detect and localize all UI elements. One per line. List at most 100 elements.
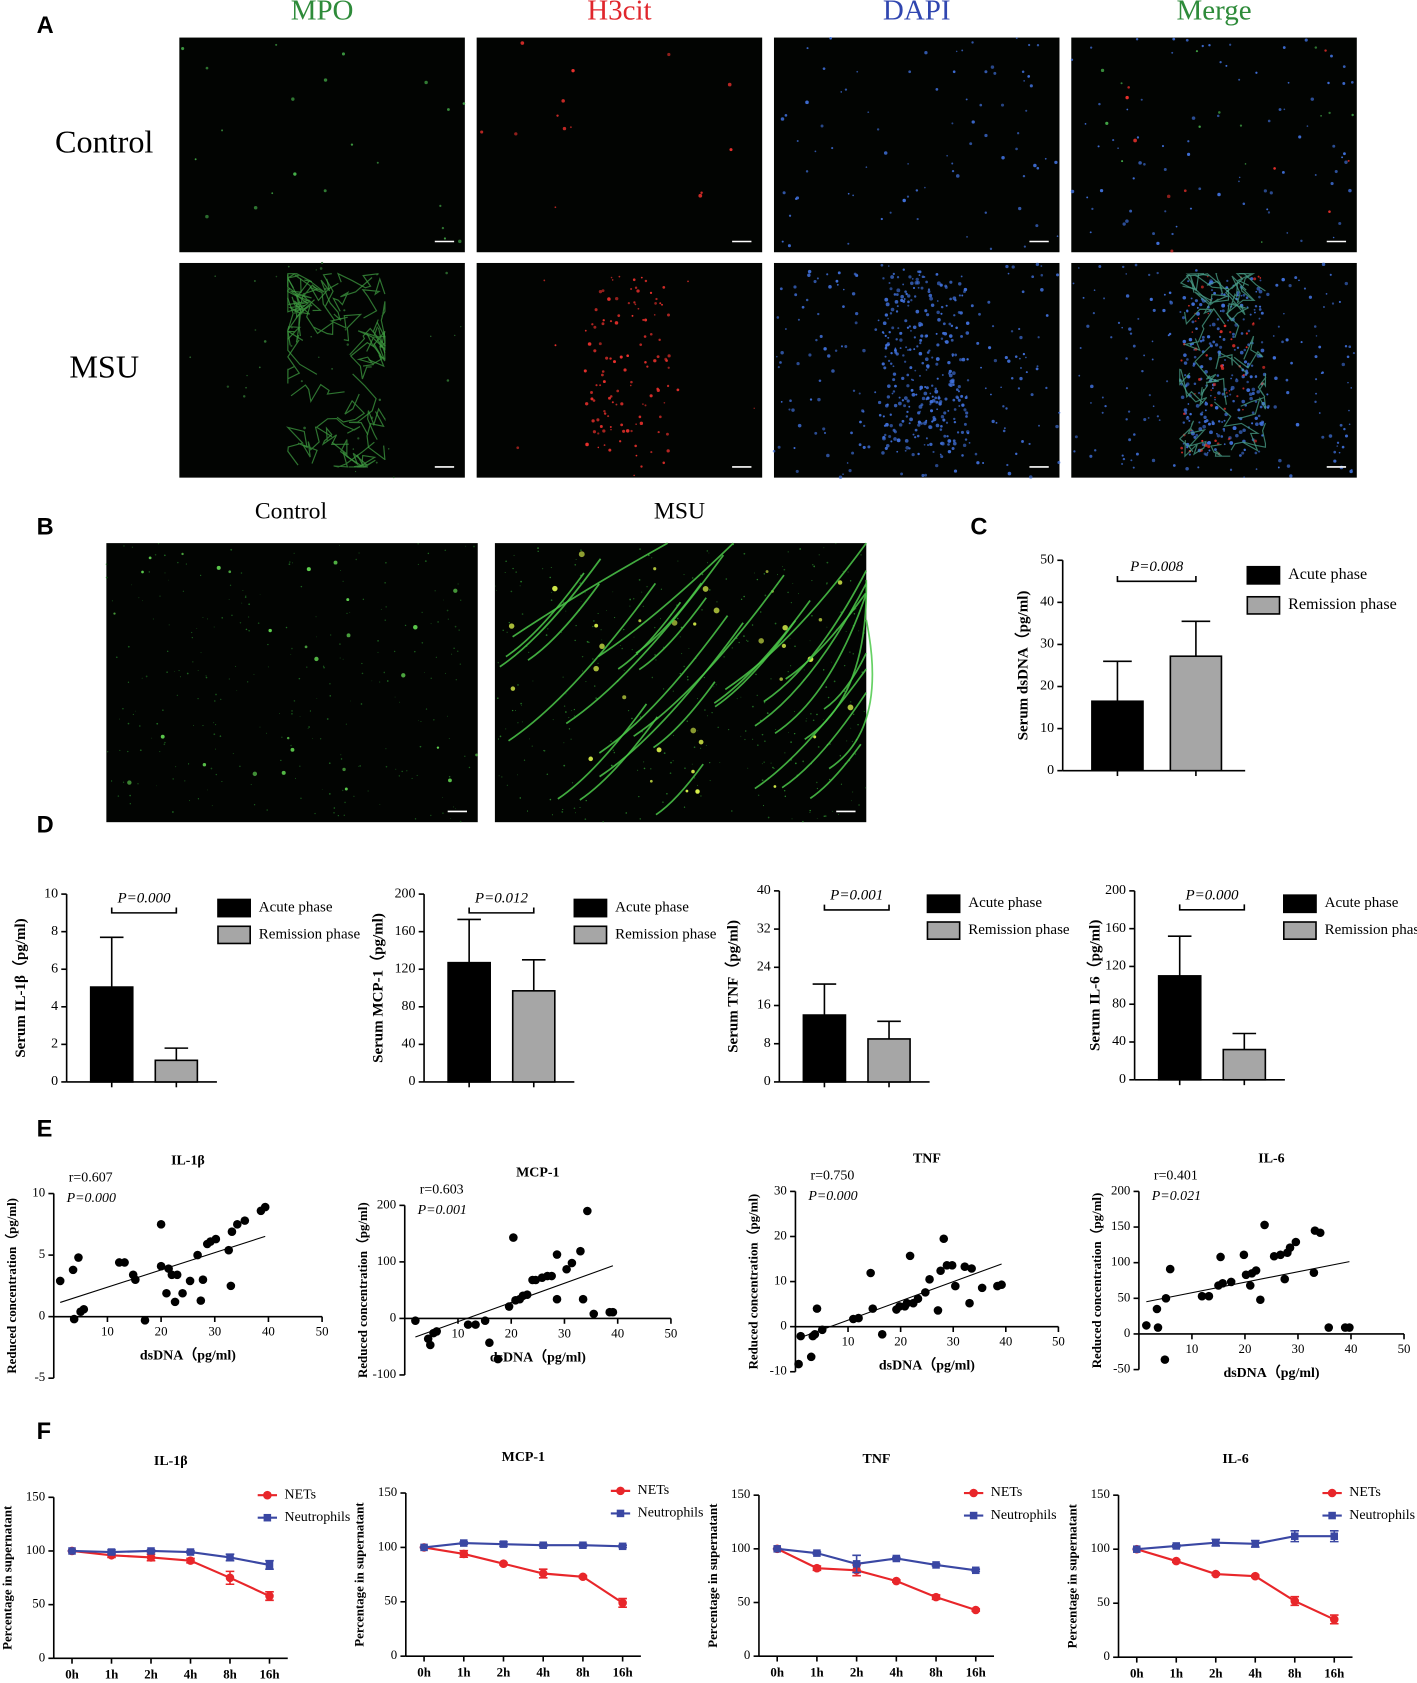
cell-dot xyxy=(951,353,955,356)
cell-dot xyxy=(1350,468,1353,471)
cell-dot xyxy=(505,560,507,562)
cell-dot xyxy=(1021,440,1024,443)
cell-dot xyxy=(838,475,843,480)
cell-dot xyxy=(1351,113,1354,117)
cell-dot xyxy=(1223,430,1225,432)
scatter-point xyxy=(224,1245,234,1255)
y-tick-label: 0 xyxy=(39,1650,45,1664)
cell-dot xyxy=(574,639,576,642)
cell-dot xyxy=(1288,284,1292,288)
legend-label: Acute phase xyxy=(1288,566,1367,583)
cell-dot xyxy=(662,801,664,803)
cell-dot xyxy=(496,697,499,700)
cell-dot xyxy=(435,656,437,658)
cell-dot xyxy=(662,461,666,465)
scatter-point xyxy=(196,1296,206,1305)
marker xyxy=(892,1576,901,1586)
cell-dot xyxy=(885,302,890,307)
cell-dot xyxy=(761,763,763,765)
cell-dot xyxy=(834,349,838,353)
cell-dot xyxy=(355,558,357,561)
cell-dot xyxy=(287,265,290,268)
cell-dot xyxy=(1240,332,1244,335)
cell-dot xyxy=(498,775,500,777)
y-tick-label: 100 xyxy=(378,1539,397,1553)
cell-dot xyxy=(926,351,930,354)
cell-dot xyxy=(812,564,814,566)
cell-dot xyxy=(921,361,925,365)
cell-dot xyxy=(1033,163,1037,168)
cell-dot xyxy=(964,438,968,441)
cell-dot xyxy=(1094,449,1097,452)
cell-dot xyxy=(329,695,332,697)
cell-dot xyxy=(578,551,585,558)
cell-dot xyxy=(1172,464,1176,467)
cell-dot xyxy=(454,625,457,628)
marker xyxy=(1291,1532,1299,1540)
cell-dot xyxy=(851,740,853,743)
cell-dot xyxy=(361,662,363,665)
cell-dot xyxy=(291,710,293,712)
cell-dot xyxy=(808,353,812,357)
cell-dot xyxy=(1350,387,1352,389)
cell-dot xyxy=(755,673,757,676)
cell-dot xyxy=(526,810,529,812)
cell-dot xyxy=(1314,46,1318,49)
x-tick-label: 2h xyxy=(1209,1666,1223,1680)
cell-dot xyxy=(417,543,419,545)
cell-dot xyxy=(141,570,144,574)
cell-dot xyxy=(966,431,970,435)
cell-dot xyxy=(1201,411,1204,414)
cell-dot xyxy=(1201,439,1204,443)
series-line xyxy=(1136,1535,1335,1551)
x-tick-label: 20 xyxy=(1239,1342,1252,1356)
cell-dot xyxy=(847,704,854,711)
cell-dot xyxy=(257,622,260,624)
cell-dot xyxy=(788,408,791,411)
cell-dot xyxy=(565,610,567,612)
cell-dot xyxy=(138,725,141,727)
legend-swatch xyxy=(217,925,251,945)
scatter-point xyxy=(1165,1264,1175,1274)
cell-dot xyxy=(591,419,595,423)
y-tick-label: 0 xyxy=(39,1309,45,1323)
panel-letter: A xyxy=(37,13,54,39)
cell-dot xyxy=(627,710,630,712)
cell-dot xyxy=(154,553,157,556)
cell-dot xyxy=(925,386,929,390)
legend-swatch xyxy=(926,921,961,940)
cell-dot xyxy=(1344,281,1349,286)
cell-dot xyxy=(887,359,891,362)
cell-dot xyxy=(1238,176,1241,179)
cell-dot xyxy=(1138,161,1142,165)
cell-dot xyxy=(200,574,202,577)
cell-dot xyxy=(393,650,396,653)
legend-label: Remission phase xyxy=(259,926,361,942)
net-strand xyxy=(287,297,322,313)
cell-dot xyxy=(1237,408,1241,412)
cell-dot xyxy=(953,469,958,473)
cell-dot xyxy=(281,770,286,775)
trend-line xyxy=(1146,1261,1350,1303)
cell-dot xyxy=(215,693,217,696)
cell-dot xyxy=(907,294,911,298)
cell-dot xyxy=(1035,367,1039,371)
cell-dot xyxy=(828,285,832,289)
cell-dot xyxy=(1341,156,1344,159)
cell-dot xyxy=(258,366,261,369)
cell-dot xyxy=(344,801,346,804)
cell-dot xyxy=(686,676,689,678)
cell-dot xyxy=(822,427,826,431)
cell-dot xyxy=(793,733,796,735)
cell-dot xyxy=(1253,277,1257,281)
cell-dot xyxy=(242,590,244,592)
cell-dot xyxy=(952,398,956,402)
cell-dot xyxy=(1323,306,1325,308)
cell-dot xyxy=(1245,296,1249,300)
cell-dot xyxy=(1347,381,1349,384)
cell-dot xyxy=(1314,173,1317,176)
cell-dot xyxy=(340,758,343,760)
cell-dot xyxy=(731,810,733,812)
cell-dot xyxy=(635,454,638,457)
